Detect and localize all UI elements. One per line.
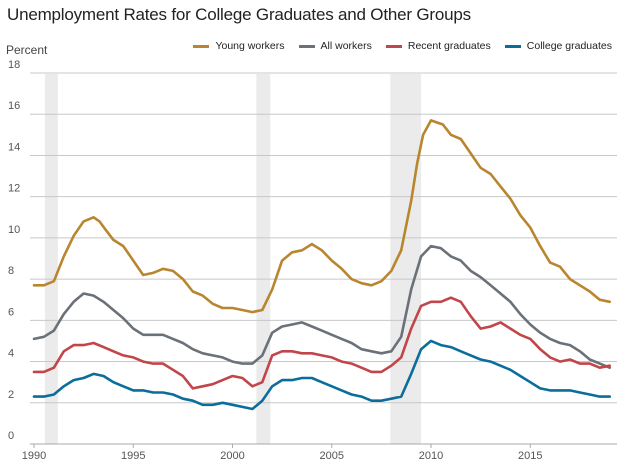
y-tick-label: 2 — [8, 389, 14, 401]
y-tick-label: 14 — [8, 141, 20, 153]
y-tick-label: 4 — [8, 348, 14, 360]
x-tick-label: 1995 — [121, 450, 145, 462]
legend-swatch — [504, 44, 521, 48]
series-line-all-workers — [32, 244, 612, 370]
y-tick-label: 16 — [8, 100, 20, 112]
y-axis-label: Percent — [6, 43, 48, 57]
series-line-young-workers — [32, 119, 612, 314]
y-tick-label: 8 — [8, 265, 14, 277]
legend-label: College graduates — [526, 40, 612, 52]
y-tick-label: 10 — [8, 224, 20, 236]
x-axis-ticks: 1990 1995 2000 2005 2010 2015 — [22, 444, 542, 462]
y-tick-label: 18 — [8, 59, 20, 71]
x-tick-label: 2015 — [518, 450, 542, 462]
series-line-college-graduates — [32, 339, 612, 411]
legend-swatch — [385, 44, 402, 48]
legend-item-college-graduates[interactable]: College graduates — [504, 40, 612, 52]
series-lines — [32, 119, 612, 411]
recession-band — [256, 74, 271, 444]
legend: Young workers All workers Recent graduat… — [193, 40, 612, 52]
legend-label: All workers — [320, 40, 372, 52]
recession-band — [44, 74, 58, 444]
legend-item-all-workers[interactable]: All workers — [298, 40, 372, 52]
legend-label: Recent graduates — [407, 40, 491, 52]
recession-band — [390, 74, 422, 444]
legend-item-recent-graduates[interactable]: Recent graduates — [385, 40, 491, 52]
recession-bands — [44, 74, 422, 444]
y-tick-label: 6 — [8, 306, 14, 318]
legend-item-young-workers[interactable]: Young workers — [193, 40, 285, 52]
x-tick-label: 2010 — [419, 450, 443, 462]
y-tick-label: 0 — [8, 430, 14, 442]
x-tick-label: 2000 — [220, 450, 244, 462]
x-tick-label: 1990 — [22, 450, 46, 462]
y-axis-ticks: 0 2 4 6 8 10 12 14 16 18 — [8, 59, 20, 442]
chart-title: Unemployment Rates for College Graduates… — [7, 5, 471, 24]
legend-swatch — [193, 44, 210, 48]
legend-label: Young workers — [215, 40, 285, 52]
legend-swatch — [298, 44, 315, 48]
series-line-recent-graduates — [32, 296, 612, 390]
y-tick-label: 12 — [8, 183, 20, 195]
x-tick-label: 2005 — [320, 450, 344, 462]
gridlines — [30, 72, 617, 445]
